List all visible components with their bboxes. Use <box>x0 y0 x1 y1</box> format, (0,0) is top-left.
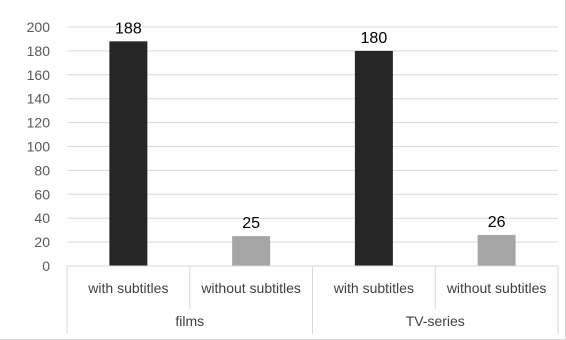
category-label: with subtitles <box>333 280 414 296</box>
data-label: 25 <box>242 215 260 232</box>
y-tick-label: 80 <box>34 162 50 178</box>
y-tick-label: 160 <box>27 67 51 83</box>
data-label: 188 <box>115 20 142 37</box>
bar-0-1 <box>232 236 271 266</box>
y-tick-label: 180 <box>27 43 51 59</box>
y-tick-label: 60 <box>34 186 50 202</box>
bar-1-0 <box>354 50 393 267</box>
y-tick-label: 100 <box>27 139 51 155</box>
gridlines <box>67 26 558 267</box>
bars <box>109 41 516 267</box>
group-label: films <box>175 313 204 329</box>
x-axis: with subtitles without subtitles with subt… <box>66 265 559 334</box>
group-label: TV-series <box>406 313 465 329</box>
data-label: 26 <box>488 214 506 231</box>
y-tick-label: 200 <box>27 19 51 35</box>
data-label: 180 <box>361 30 388 47</box>
y-tick-label: 140 <box>27 91 51 107</box>
y-axis-tick-labels: 0 20 40 60 80 100 120 140 160 180 200 <box>27 19 51 274</box>
bar-1-1 <box>477 234 516 266</box>
bar-0-0 <box>109 41 148 267</box>
y-tick-label: 20 <box>34 234 50 250</box>
category-label: without subtitles <box>446 280 547 296</box>
y-tick-label: 40 <box>34 210 50 226</box>
category-label: with subtitles <box>87 280 168 296</box>
y-tick-label: 0 <box>42 258 50 274</box>
y-tick-label: 120 <box>27 115 51 131</box>
data-labels: 188 25 180 26 <box>115 20 506 232</box>
category-label: without subtitles <box>200 280 301 296</box>
